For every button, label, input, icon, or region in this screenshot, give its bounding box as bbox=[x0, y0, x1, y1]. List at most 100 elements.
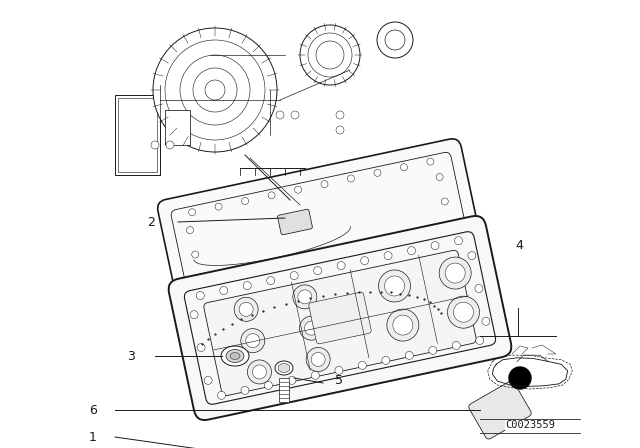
Circle shape bbox=[190, 310, 198, 319]
Text: 3: 3 bbox=[127, 349, 135, 362]
Circle shape bbox=[241, 198, 248, 204]
Circle shape bbox=[197, 344, 205, 352]
Circle shape bbox=[298, 290, 312, 304]
Circle shape bbox=[336, 126, 344, 134]
Circle shape bbox=[246, 334, 260, 348]
Text: 4: 4 bbox=[515, 238, 523, 251]
Circle shape bbox=[360, 257, 369, 265]
Circle shape bbox=[276, 111, 284, 119]
Circle shape bbox=[431, 241, 439, 250]
Circle shape bbox=[290, 271, 298, 280]
Circle shape bbox=[243, 282, 252, 289]
Circle shape bbox=[387, 309, 419, 341]
Bar bbox=[165, 110, 190, 145]
Text: 5: 5 bbox=[335, 374, 343, 387]
FancyBboxPatch shape bbox=[168, 216, 511, 420]
Circle shape bbox=[312, 371, 319, 379]
Circle shape bbox=[444, 240, 451, 247]
Circle shape bbox=[206, 291, 213, 298]
Circle shape bbox=[427, 158, 434, 165]
Circle shape bbox=[314, 267, 322, 275]
Circle shape bbox=[445, 263, 465, 283]
Circle shape bbox=[405, 351, 413, 359]
Circle shape bbox=[189, 209, 196, 216]
Circle shape bbox=[153, 28, 277, 152]
Circle shape bbox=[429, 346, 436, 354]
Circle shape bbox=[482, 317, 490, 325]
Circle shape bbox=[378, 270, 410, 302]
Circle shape bbox=[339, 263, 346, 270]
Circle shape bbox=[241, 329, 265, 353]
Circle shape bbox=[215, 203, 222, 210]
Circle shape bbox=[447, 222, 454, 229]
Text: C0023559: C0023559 bbox=[505, 420, 555, 430]
Circle shape bbox=[234, 297, 258, 321]
Circle shape bbox=[475, 284, 483, 293]
Circle shape bbox=[186, 227, 193, 233]
Bar bbox=[118, 98, 157, 172]
FancyBboxPatch shape bbox=[278, 209, 312, 235]
Circle shape bbox=[439, 257, 471, 289]
Ellipse shape bbox=[275, 361, 293, 375]
FancyBboxPatch shape bbox=[468, 381, 531, 439]
FancyBboxPatch shape bbox=[204, 250, 476, 396]
Circle shape bbox=[259, 280, 266, 287]
Circle shape bbox=[454, 302, 474, 322]
Circle shape bbox=[509, 367, 531, 389]
Circle shape bbox=[377, 22, 413, 58]
Circle shape bbox=[218, 392, 225, 399]
Circle shape bbox=[220, 287, 228, 295]
Circle shape bbox=[300, 316, 323, 340]
Ellipse shape bbox=[278, 363, 290, 372]
Circle shape bbox=[436, 173, 443, 181]
Circle shape bbox=[452, 341, 460, 349]
Circle shape bbox=[393, 315, 413, 335]
Circle shape bbox=[476, 336, 484, 345]
Circle shape bbox=[468, 252, 476, 259]
Ellipse shape bbox=[226, 349, 244, 362]
Circle shape bbox=[248, 360, 271, 384]
Circle shape bbox=[382, 357, 390, 364]
Circle shape bbox=[312, 268, 319, 276]
Circle shape bbox=[384, 252, 392, 260]
Circle shape bbox=[348, 175, 355, 182]
Circle shape bbox=[293, 285, 317, 309]
Circle shape bbox=[447, 296, 479, 328]
Bar bbox=[279, 378, 289, 402]
Circle shape bbox=[288, 376, 296, 384]
Circle shape bbox=[294, 186, 301, 193]
Text: 2: 2 bbox=[147, 215, 155, 228]
Circle shape bbox=[196, 292, 204, 300]
Circle shape bbox=[408, 247, 415, 254]
Circle shape bbox=[197, 276, 204, 283]
FancyBboxPatch shape bbox=[171, 152, 469, 304]
Circle shape bbox=[252, 365, 266, 379]
Circle shape bbox=[311, 353, 325, 366]
Text: 6: 6 bbox=[89, 404, 97, 417]
Circle shape bbox=[264, 381, 273, 389]
FancyBboxPatch shape bbox=[184, 232, 495, 404]
FancyBboxPatch shape bbox=[308, 292, 371, 344]
Circle shape bbox=[151, 141, 159, 149]
Circle shape bbox=[358, 362, 366, 370]
Circle shape bbox=[267, 276, 275, 284]
Circle shape bbox=[385, 276, 404, 296]
Circle shape bbox=[300, 25, 360, 85]
Circle shape bbox=[365, 257, 372, 264]
Circle shape bbox=[336, 111, 344, 119]
Circle shape bbox=[454, 237, 463, 245]
Circle shape bbox=[305, 321, 319, 335]
Circle shape bbox=[285, 274, 292, 281]
Circle shape bbox=[418, 246, 425, 253]
Circle shape bbox=[306, 348, 330, 371]
Circle shape bbox=[337, 262, 345, 270]
Circle shape bbox=[321, 181, 328, 188]
FancyBboxPatch shape bbox=[157, 139, 483, 317]
Circle shape bbox=[204, 376, 212, 384]
Circle shape bbox=[335, 366, 343, 375]
Circle shape bbox=[239, 302, 253, 316]
Bar bbox=[115, 95, 160, 175]
Circle shape bbox=[232, 285, 239, 292]
Text: 1: 1 bbox=[89, 431, 97, 444]
Circle shape bbox=[401, 164, 408, 171]
